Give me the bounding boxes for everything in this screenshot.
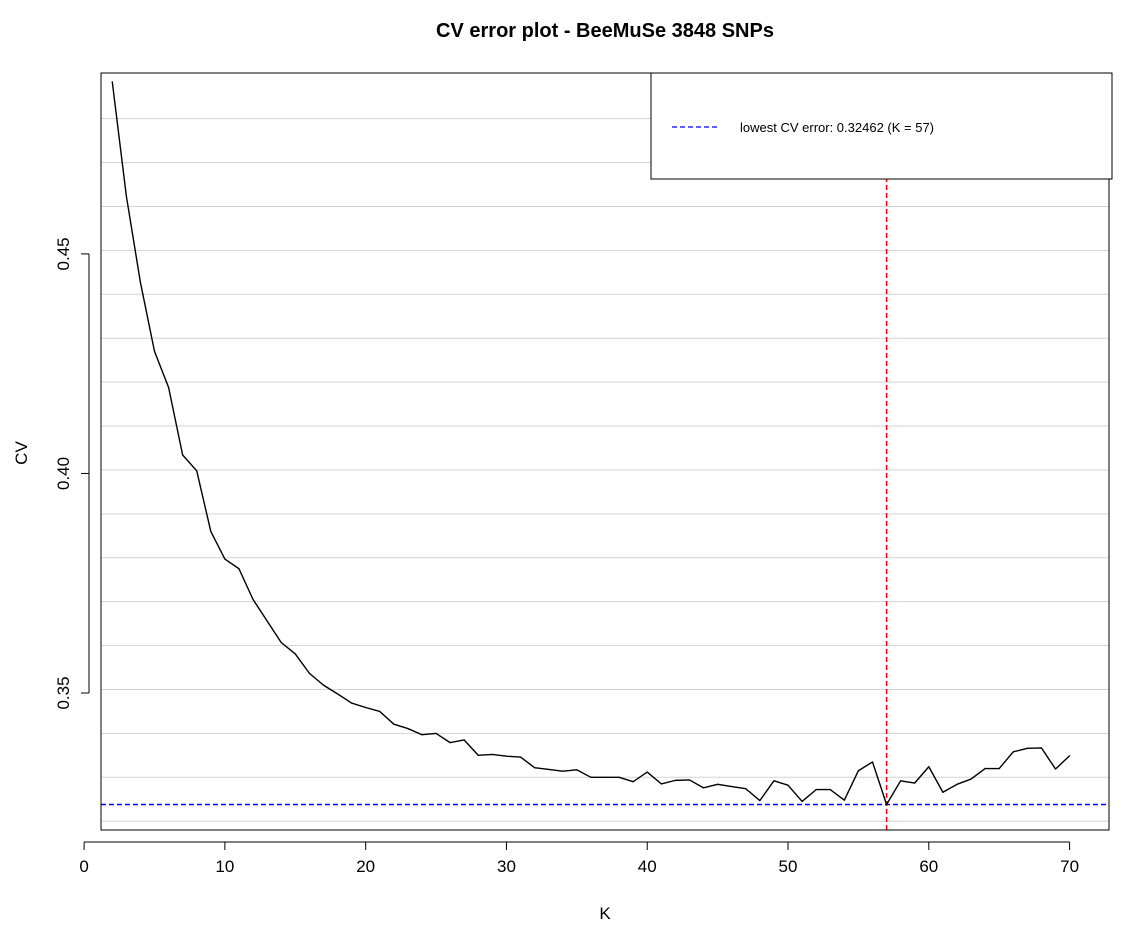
data-point xyxy=(336,693,339,695)
data-point xyxy=(407,727,409,730)
data-point xyxy=(815,789,817,791)
data-point xyxy=(576,769,578,771)
data-point xyxy=(167,386,170,388)
data-point xyxy=(928,766,930,768)
data-point xyxy=(477,754,479,756)
data-point xyxy=(787,784,789,786)
data-point xyxy=(153,350,156,352)
series-line xyxy=(111,81,1071,806)
chart-title: CV error plot - BeeMuSe 3848 SNPs xyxy=(436,20,774,42)
data-point xyxy=(491,753,493,756)
data-point xyxy=(1068,755,1071,757)
data-point xyxy=(224,558,226,560)
x-axis: 0 10 20 30 40 50 60 70 xyxy=(79,841,1079,876)
data-point xyxy=(111,81,113,83)
data-point xyxy=(590,776,592,778)
data-point xyxy=(322,684,325,686)
data-point xyxy=(942,791,944,793)
x-tick-label: 60 xyxy=(919,857,938,876)
y-axis: 0.35 0.40 0.45 xyxy=(54,237,90,710)
data-point xyxy=(139,281,142,284)
x-axis-label: K xyxy=(599,904,611,923)
data-point xyxy=(702,787,705,789)
data-point xyxy=(449,742,451,744)
x-tick-label: 40 xyxy=(638,857,657,876)
data-point xyxy=(365,706,367,709)
data-point xyxy=(534,767,536,769)
y-axis-label: CV xyxy=(12,441,31,465)
plot-frame xyxy=(100,72,1110,831)
grid xyxy=(101,118,1109,822)
data-point xyxy=(618,776,620,778)
data-point xyxy=(660,783,662,785)
data-point xyxy=(1040,747,1043,749)
x-tick-label: 0 xyxy=(79,857,88,876)
data-point xyxy=(674,779,676,781)
data-point xyxy=(266,620,268,622)
data-point xyxy=(914,782,916,784)
data-point xyxy=(970,778,972,780)
data-point xyxy=(182,454,184,456)
data-point xyxy=(773,780,775,782)
data-point xyxy=(548,768,550,771)
y-tick-label: 0.40 xyxy=(54,457,73,490)
data-point xyxy=(843,799,845,801)
x-tick-label: 20 xyxy=(356,857,375,876)
data-point xyxy=(885,803,888,806)
data-point xyxy=(829,789,831,791)
data-point xyxy=(210,530,212,533)
data-point xyxy=(421,734,423,736)
data-point xyxy=(632,781,634,783)
series xyxy=(111,81,1071,806)
data-point xyxy=(294,653,296,655)
reference-lines xyxy=(101,73,1109,830)
data-point xyxy=(463,739,465,741)
data-point xyxy=(238,568,240,570)
data-point xyxy=(745,788,747,790)
data-point xyxy=(308,672,310,674)
x-tick-label: 70 xyxy=(1060,857,1079,876)
data-point xyxy=(900,780,902,782)
legend-box xyxy=(650,72,1113,180)
legend-label: lowest CV error: 0.32462 (K = 57) xyxy=(740,120,934,135)
data-point xyxy=(435,732,437,734)
data-point xyxy=(857,770,860,772)
data-point xyxy=(125,195,127,197)
y-tick-label: 0.35 xyxy=(54,676,73,709)
x-tick-label: 50 xyxy=(779,857,798,876)
data-point xyxy=(759,799,761,802)
data-point xyxy=(871,761,874,763)
y-tick-label: 0.45 xyxy=(54,237,73,270)
data-point xyxy=(1026,747,1028,749)
data-point xyxy=(998,767,1000,770)
data-point xyxy=(801,800,803,803)
data-point xyxy=(505,755,508,757)
x-tick-label: 10 xyxy=(215,857,234,876)
legend: lowest CV error: 0.32462 (K = 57) xyxy=(650,72,1113,180)
data-point xyxy=(956,783,958,785)
data-point xyxy=(646,771,648,773)
data-point xyxy=(252,598,254,601)
data-point xyxy=(393,723,395,725)
data-point xyxy=(604,776,606,778)
data-point xyxy=(717,783,719,785)
data-point xyxy=(196,470,198,472)
x-tick-label: 30 xyxy=(497,857,516,876)
data-point xyxy=(379,710,381,713)
data-point xyxy=(984,767,986,770)
data-point xyxy=(519,756,522,758)
data-point xyxy=(731,785,733,788)
data-point xyxy=(1054,768,1057,770)
data-point xyxy=(688,779,691,781)
data-point xyxy=(350,702,353,704)
data-point xyxy=(562,770,564,772)
data-point xyxy=(1012,751,1014,753)
data-point xyxy=(280,641,282,644)
